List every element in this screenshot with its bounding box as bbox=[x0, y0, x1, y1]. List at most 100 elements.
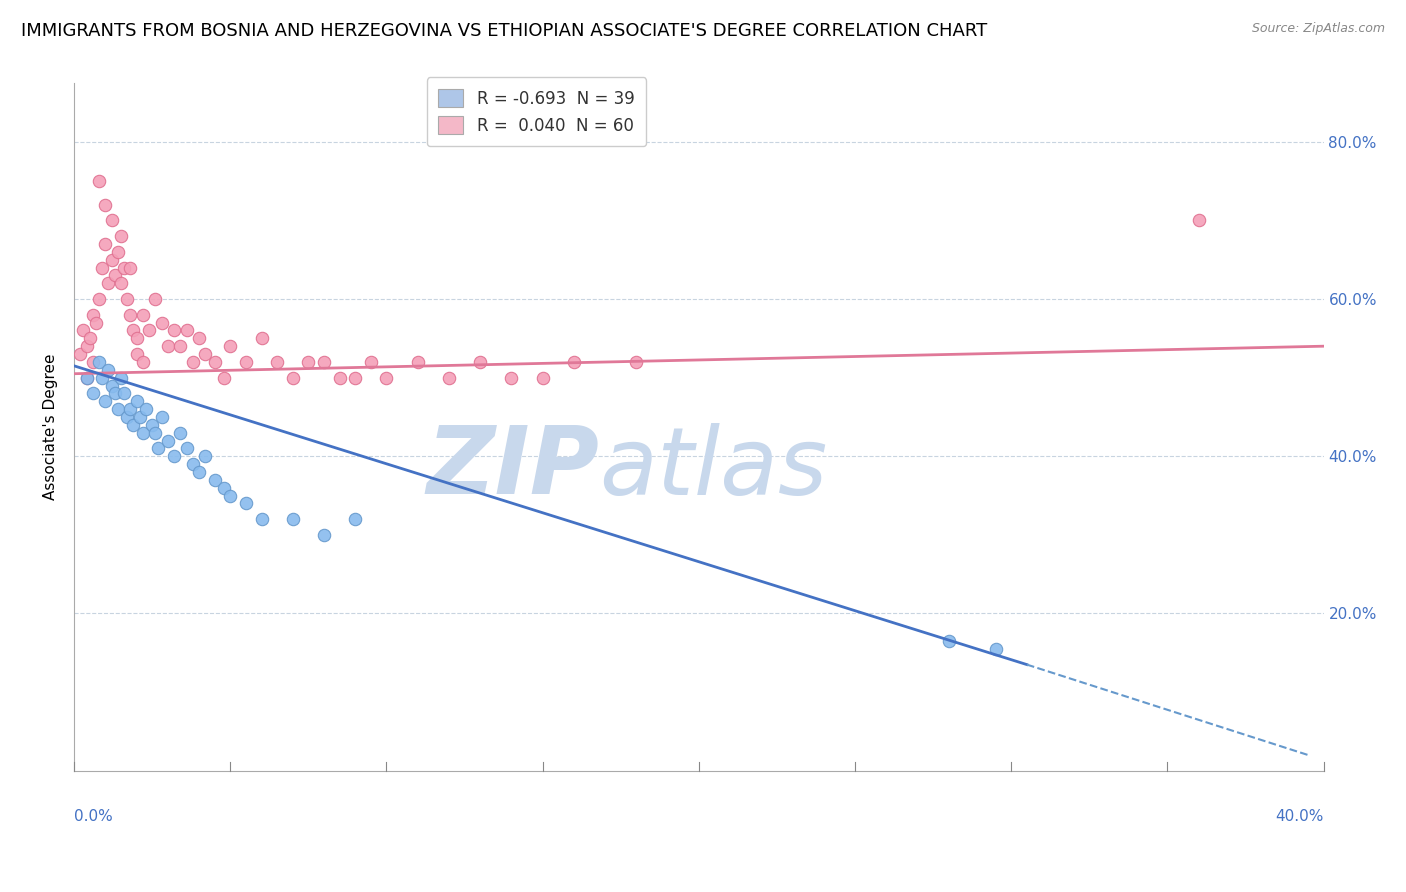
Point bbox=[181, 457, 204, 471]
Point bbox=[312, 355, 335, 369]
Point bbox=[143, 425, 166, 440]
Point bbox=[110, 277, 132, 291]
Text: Source: ZipAtlas.com: Source: ZipAtlas.com bbox=[1251, 22, 1385, 36]
Point bbox=[115, 292, 138, 306]
Point bbox=[176, 442, 198, 456]
Point bbox=[132, 425, 155, 440]
Point bbox=[76, 339, 98, 353]
Point bbox=[169, 339, 191, 353]
Point bbox=[219, 489, 242, 503]
Point bbox=[100, 378, 122, 392]
Point bbox=[125, 394, 148, 409]
Point bbox=[531, 370, 554, 384]
Point bbox=[176, 323, 198, 337]
Point bbox=[94, 197, 117, 211]
Point bbox=[360, 355, 382, 369]
Point bbox=[984, 641, 1007, 656]
Point bbox=[169, 425, 191, 440]
Point bbox=[938, 634, 960, 648]
Point bbox=[79, 331, 101, 345]
Point bbox=[112, 386, 135, 401]
Point bbox=[72, 323, 94, 337]
Point bbox=[120, 402, 142, 417]
Point bbox=[212, 370, 235, 384]
Point bbox=[82, 386, 104, 401]
Point bbox=[110, 370, 132, 384]
Point bbox=[91, 260, 114, 275]
Point bbox=[120, 260, 142, 275]
Point bbox=[132, 355, 155, 369]
Point bbox=[194, 449, 217, 463]
Point bbox=[235, 355, 257, 369]
Point bbox=[94, 394, 117, 409]
Point bbox=[122, 417, 145, 432]
Point bbox=[163, 323, 186, 337]
Point bbox=[204, 473, 226, 487]
Point bbox=[250, 331, 273, 345]
Text: 0.0%: 0.0% bbox=[75, 808, 112, 823]
Point bbox=[156, 339, 179, 353]
Point bbox=[329, 370, 352, 384]
Point bbox=[281, 370, 304, 384]
Point bbox=[69, 347, 91, 361]
Point bbox=[297, 355, 319, 369]
Text: atlas: atlas bbox=[599, 423, 827, 514]
Point bbox=[82, 355, 104, 369]
Point bbox=[143, 292, 166, 306]
Point bbox=[266, 355, 288, 369]
Point bbox=[110, 229, 132, 244]
Point bbox=[181, 355, 204, 369]
Text: ZIP: ZIP bbox=[426, 422, 599, 514]
Text: 40.0%: 40.0% bbox=[1275, 808, 1323, 823]
Point bbox=[107, 402, 129, 417]
Point bbox=[82, 308, 104, 322]
Point bbox=[87, 292, 110, 306]
Point bbox=[470, 355, 492, 369]
Point bbox=[1188, 213, 1211, 227]
Point bbox=[194, 347, 217, 361]
Point bbox=[76, 370, 98, 384]
Point bbox=[76, 370, 98, 384]
Point bbox=[281, 512, 304, 526]
Point bbox=[135, 402, 157, 417]
Point bbox=[125, 331, 148, 345]
Point bbox=[562, 355, 585, 369]
Point bbox=[87, 174, 110, 188]
Point bbox=[250, 512, 273, 526]
Legend: R = -0.693  N = 39, R =  0.040  N = 60: R = -0.693 N = 39, R = 0.040 N = 60 bbox=[426, 78, 647, 146]
Point bbox=[312, 528, 335, 542]
Point bbox=[84, 316, 107, 330]
Point bbox=[141, 417, 163, 432]
Point bbox=[626, 355, 648, 369]
Point bbox=[120, 308, 142, 322]
Point bbox=[375, 370, 398, 384]
Point bbox=[87, 355, 110, 369]
Point bbox=[437, 370, 460, 384]
Point bbox=[344, 370, 367, 384]
Point bbox=[501, 370, 523, 384]
Point bbox=[107, 244, 129, 259]
Point bbox=[125, 347, 148, 361]
Point bbox=[156, 434, 179, 448]
Point bbox=[112, 260, 135, 275]
Point bbox=[104, 268, 127, 283]
Point bbox=[138, 323, 160, 337]
Point bbox=[97, 277, 120, 291]
Text: IMMIGRANTS FROM BOSNIA AND HERZEGOVINA VS ETHIOPIAN ASSOCIATE'S DEGREE CORRELATI: IMMIGRANTS FROM BOSNIA AND HERZEGOVINA V… bbox=[21, 22, 987, 40]
Point bbox=[97, 363, 120, 377]
Point bbox=[104, 386, 127, 401]
Point bbox=[100, 252, 122, 267]
Point bbox=[115, 409, 138, 424]
Point bbox=[188, 465, 211, 479]
Point bbox=[150, 316, 173, 330]
Point bbox=[128, 409, 150, 424]
Point bbox=[204, 355, 226, 369]
Point bbox=[344, 512, 367, 526]
Point bbox=[132, 308, 155, 322]
Point bbox=[406, 355, 429, 369]
Point bbox=[150, 409, 173, 424]
Point bbox=[163, 449, 186, 463]
Point bbox=[148, 442, 170, 456]
Point bbox=[91, 370, 114, 384]
Point bbox=[94, 237, 117, 252]
